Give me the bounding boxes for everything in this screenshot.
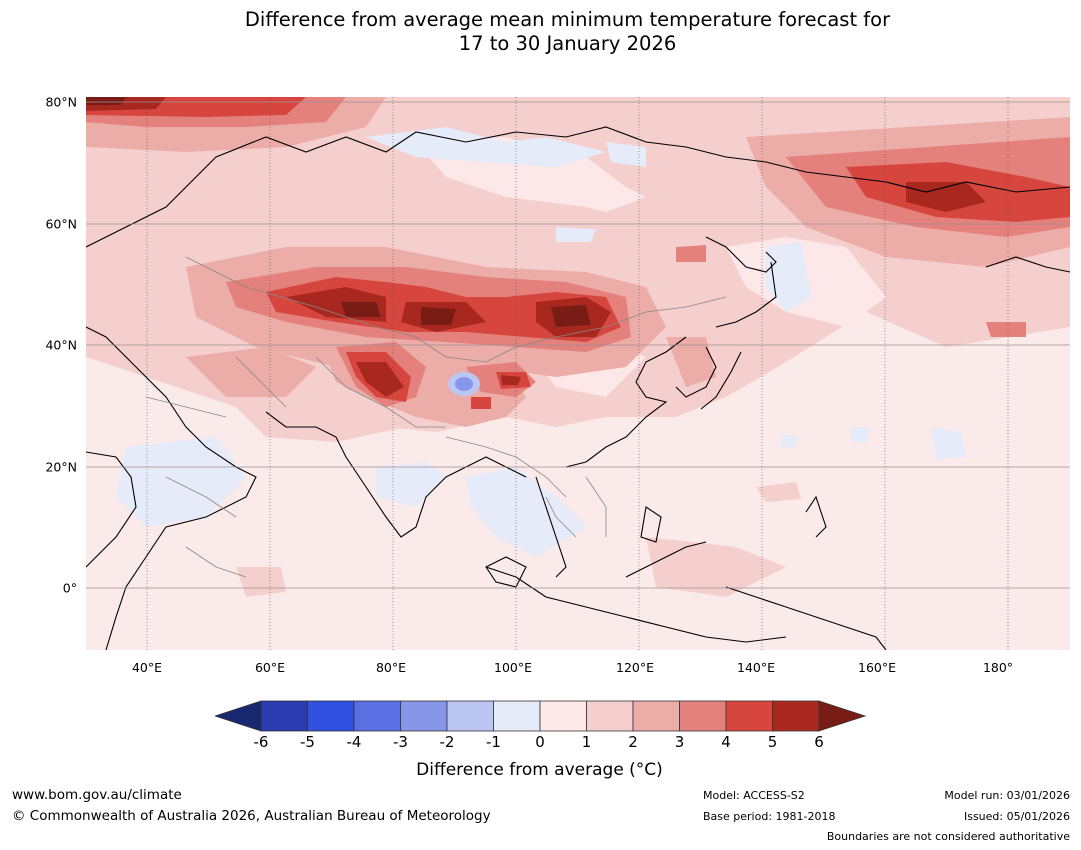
lon-label-160e: 160°E — [857, 660, 897, 675]
colorbar-swatch-above-6 — [818, 700, 867, 732]
model-run: Model run: 03/01/2026 — [944, 789, 1070, 802]
lat-label-80n: 80°N — [45, 94, 77, 110]
lon-label-100e: 100°E — [493, 660, 533, 675]
colorbar — [215, 700, 867, 732]
title-line-2: 17 to 30 January 2026 — [458, 32, 677, 55]
colorbar-swatch-6 — [493, 700, 541, 732]
colorbar-swatch-3 — [353, 700, 401, 732]
colorbar-swatch-4 — [400, 700, 448, 732]
model-name: Model: ACCESS-S2 — [703, 789, 805, 802]
copyright: © Commonwealth of Australia 2026, Austra… — [12, 808, 491, 824]
colorbar-tick: 3 — [674, 733, 685, 751]
colorbar-swatch-9 — [632, 700, 680, 732]
colorbar-tick: 1 — [581, 733, 592, 751]
forecast-map — [86, 97, 1070, 650]
colorbar-swatch-10 — [679, 700, 727, 732]
tibet-cold-spot — [448, 372, 480, 396]
bom-url[interactable]: www.bom.gov.au/climate — [12, 787, 182, 803]
lon-label-60e: 60°E — [254, 660, 286, 675]
boundaries-disclaimer: Boundaries are not considered authoritat… — [826, 830, 1070, 843]
base-period: Base period: 1981-2018 — [703, 810, 836, 823]
lon-label-120e: 120°E — [615, 660, 655, 675]
colorbar-swatch-8 — [586, 700, 634, 732]
coastlines — [86, 126, 1070, 650]
lon-label-80e: 80°E — [375, 660, 407, 675]
colorbar-tick: 0 — [535, 733, 545, 751]
map-svg — [86, 97, 1070, 650]
issued-date: Issued: 05/01/2026 — [963, 810, 1070, 823]
colorbar-label: Difference from average (°C) — [0, 760, 1081, 780]
colorbar-tick: 4 — [721, 733, 731, 751]
lat-label-60n: 60°N — [45, 216, 77, 232]
lat-label-40n: 40°N — [45, 337, 77, 353]
anomaly-negative — [116, 127, 966, 557]
colorbar-swatch-11 — [725, 700, 773, 732]
graticule — [146, 97, 1009, 650]
lon-label-180: 180° — [982, 660, 1014, 675]
lat-label-0: 0° — [62, 580, 77, 596]
anomaly-above-6 — [86, 97, 591, 327]
lon-label-140e: 140°E — [736, 660, 776, 675]
colorbar-tick: -4 — [346, 733, 362, 751]
colorbar-swatch-2 — [307, 700, 355, 732]
colorbar-swatch-12 — [772, 700, 820, 732]
colorbar-tick: -2 — [439, 733, 455, 751]
colorbar-tick: 2 — [628, 733, 638, 751]
colorbar-swatch-1 — [260, 700, 308, 732]
graticule-lat — [86, 101, 1070, 589]
title-line-1: Difference from average mean minimum tem… — [244, 8, 891, 31]
chart-title: Difference from average mean minimum tem… — [0, 8, 1081, 56]
colorbar-tick: -6 — [253, 733, 269, 751]
colorbar-swatch-below--6 — [215, 700, 262, 732]
colorbar-swatch-7 — [539, 700, 587, 732]
colorbar-label-text: Difference from average (°C) — [416, 760, 663, 780]
lat-label-20n: 20°N — [45, 459, 77, 475]
colorbar-tick: 6 — [814, 733, 824, 751]
colorbar-tick: -5 — [300, 733, 315, 751]
colorbar-tick: -1 — [486, 733, 501, 751]
lon-label-40e: 40°E — [131, 660, 163, 675]
colorbar-tick: 5 — [767, 733, 778, 751]
colorbar-tick: -3 — [393, 733, 408, 751]
colorbar-swatch-5 — [446, 700, 494, 732]
